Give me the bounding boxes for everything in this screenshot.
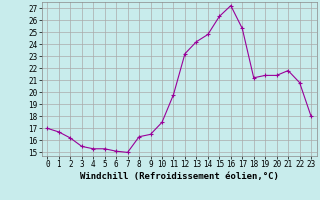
- X-axis label: Windchill (Refroidissement éolien,°C): Windchill (Refroidissement éolien,°C): [80, 172, 279, 181]
